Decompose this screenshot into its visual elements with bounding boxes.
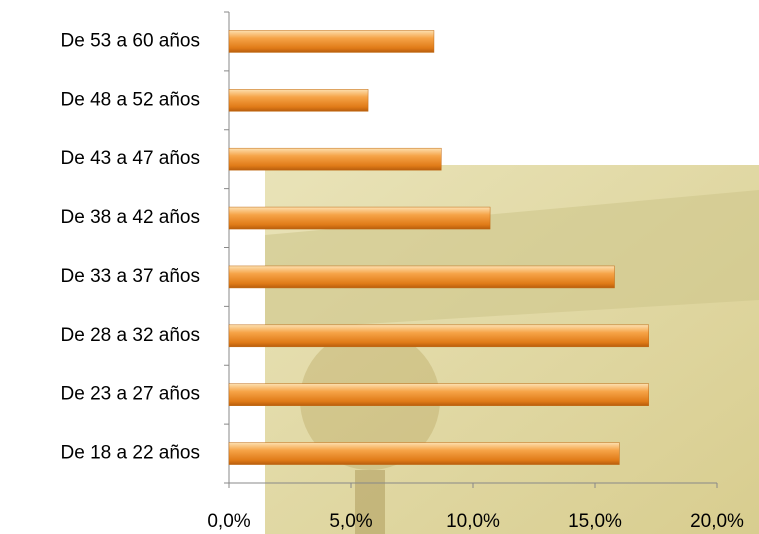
bar <box>228 30 435 53</box>
y-tick-label: De 53 a 60 años <box>61 30 200 51</box>
bar <box>228 89 369 112</box>
bar <box>228 206 491 230</box>
y-tick-label: De 23 a 27 años <box>61 384 200 405</box>
x-tick-label: 0,0% <box>207 511 250 532</box>
y-tick-label: De 33 a 37 años <box>61 266 200 287</box>
bar <box>228 265 615 289</box>
background-image <box>265 165 759 534</box>
bar <box>228 324 649 348</box>
x-tick-label: 5,0% <box>329 511 372 532</box>
y-tick-label: De 28 a 32 años <box>61 325 200 346</box>
y-tick-label: De 18 a 22 años <box>61 443 200 464</box>
bar <box>228 442 620 465</box>
y-tick-label: De 43 a 47 años <box>61 148 200 169</box>
bar <box>228 383 649 406</box>
x-tick-label: 10,0% <box>446 511 500 532</box>
bar <box>228 147 442 171</box>
y-tick-label: De 38 a 42 años <box>61 207 200 228</box>
x-tick-label: 20,0% <box>690 511 744 532</box>
x-tick-label: 15,0% <box>568 511 622 532</box>
y-tick-label: De 48 a 52 años <box>61 89 200 110</box>
